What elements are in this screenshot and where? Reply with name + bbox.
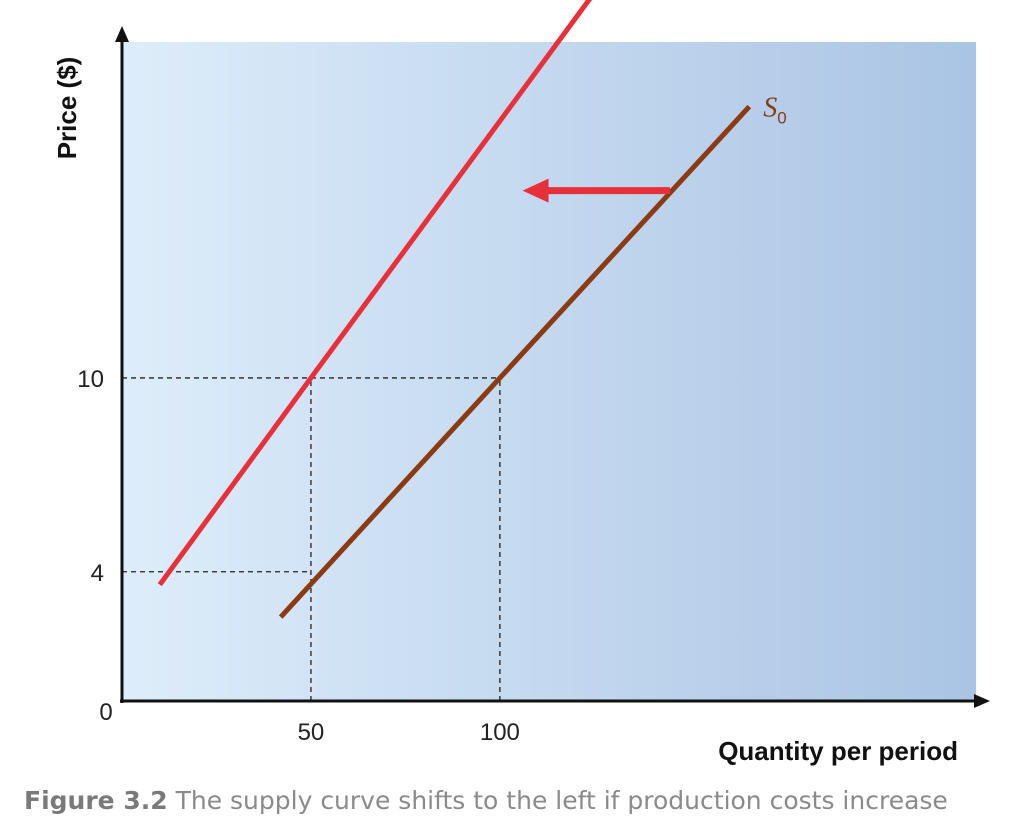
y-axis-arrowhead [115,26,129,42]
y-axis-title: Price ($) [52,57,82,160]
x-axis-title: Quantity per period [718,736,958,766]
x-tick-label-100: 100 [480,719,520,746]
curve-labels: S1S0 [763,93,786,128]
series-line-s0 [278,104,752,619]
x-tick-labels: 50 100 [298,719,520,746]
origin-label: 0 [99,699,112,726]
caption-text: The supply curve shifts to the left if p… [175,786,948,815]
figure-number: Figure 3.2 [24,786,168,815]
plot-background [122,42,976,702]
x-tick-label-50: 50 [298,719,325,746]
figure-caption: Figure 3.2 The supply curve shifts to th… [24,786,1014,815]
y-tick-label-4: 4 [91,560,104,587]
series-label-s0: S0 [763,93,786,128]
annotations [522,178,670,203]
reference-lines [122,377,501,701]
x-axis-arrowhead [974,694,990,708]
y-tick-label-10: 10 [77,366,104,393]
series-line-s1 [157,0,593,587]
supply-curves [157,0,752,619]
y-tick-labels: 4 10 [77,366,104,587]
shift-arrow-head [522,178,549,203]
